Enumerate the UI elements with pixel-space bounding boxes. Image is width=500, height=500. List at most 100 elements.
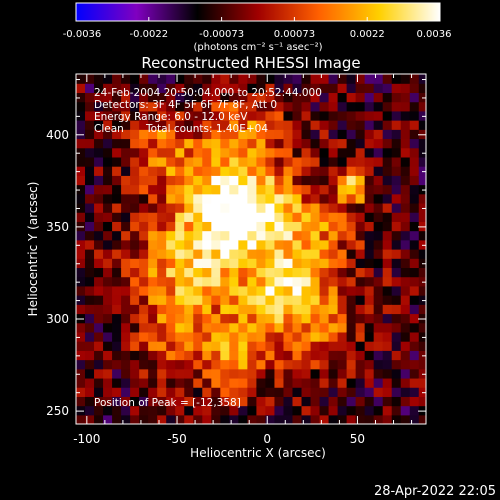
heatmap-cell bbox=[418, 202, 426, 213]
heatmap-cell bbox=[364, 202, 375, 213]
heatmap-cell bbox=[202, 212, 212, 222]
heatmap-cell bbox=[391, 202, 402, 213]
heatmap-cell bbox=[256, 377, 267, 388]
heatmap-cell bbox=[274, 341, 285, 351]
heatmap-cell bbox=[121, 221, 131, 232]
heatmap-cell bbox=[301, 276, 312, 287]
heatmap-cell bbox=[85, 387, 95, 397]
heatmap-cell bbox=[382, 295, 393, 305]
heatmap-cell bbox=[247, 267, 258, 278]
heatmap-cell bbox=[265, 230, 276, 241]
heatmap-cell bbox=[265, 239, 276, 250]
heatmap-cell bbox=[184, 285, 194, 296]
heatmap-cell bbox=[400, 377, 411, 388]
heatmap-cell bbox=[103, 313, 113, 324]
heatmap-cell bbox=[211, 359, 221, 370]
heatmap-cell bbox=[148, 295, 158, 305]
heatmap-cell bbox=[229, 156, 239, 167]
heatmap-cell bbox=[148, 276, 158, 287]
heatmap-cell bbox=[166, 249, 176, 259]
heatmap-cell bbox=[175, 322, 185, 333]
heatmap-cell bbox=[364, 166, 375, 176]
heatmap-cell bbox=[130, 92, 140, 103]
heatmap-cell bbox=[220, 193, 230, 204]
heatmap-cell bbox=[346, 230, 357, 241]
heatmap-cell bbox=[184, 405, 194, 416]
heatmap-cell bbox=[76, 249, 86, 259]
heatmap-cell bbox=[103, 230, 113, 241]
heatmap-cell bbox=[121, 101, 131, 112]
heatmap-cell bbox=[220, 101, 230, 112]
heatmap-cell bbox=[94, 377, 104, 388]
heatmap-cell bbox=[418, 92, 426, 103]
heatmap-cell bbox=[301, 322, 312, 333]
heatmap-cell bbox=[175, 175, 185, 186]
heatmap-cell bbox=[184, 331, 194, 342]
heatmap-cell bbox=[85, 414, 95, 424]
heatmap-cell bbox=[130, 202, 140, 213]
heatmap-cell bbox=[211, 74, 221, 84]
heatmap-cell bbox=[319, 147, 330, 158]
heatmap-cell bbox=[283, 313, 294, 324]
heatmap-cell bbox=[157, 83, 167, 94]
heatmap-cell bbox=[337, 120, 348, 130]
heatmap-cell bbox=[346, 156, 357, 167]
heatmap-cell bbox=[103, 359, 113, 370]
heatmap-cell bbox=[202, 110, 212, 121]
heatmap-cell bbox=[247, 295, 258, 305]
heatmap-cell bbox=[310, 101, 321, 112]
heatmap-cell bbox=[418, 175, 426, 186]
heatmap-cell bbox=[265, 313, 276, 324]
heatmap-cell bbox=[355, 285, 366, 296]
heatmap-cell bbox=[346, 304, 357, 315]
heatmap-cell bbox=[76, 138, 86, 149]
heatmap-cell bbox=[112, 230, 122, 241]
heatmap-cell bbox=[193, 120, 203, 130]
heatmap-cell bbox=[283, 175, 294, 186]
heatmap-cell bbox=[202, 258, 212, 269]
heatmap-cell bbox=[229, 138, 239, 149]
heatmap-cell bbox=[319, 313, 330, 324]
heatmap-cell bbox=[247, 239, 258, 250]
heatmap-cell bbox=[301, 202, 312, 213]
heatmap-cell bbox=[166, 74, 176, 84]
heatmap-cell bbox=[148, 249, 158, 259]
heatmap-cell bbox=[112, 405, 122, 416]
annotation-time-range: 24-Feb-2004 20:50:04.000 to 20:52:44.000 bbox=[94, 87, 322, 99]
heatmap-cell bbox=[121, 239, 131, 250]
heatmap-cell bbox=[418, 83, 426, 94]
heatmap-cell bbox=[355, 110, 366, 121]
heatmap-cell bbox=[148, 92, 158, 103]
heatmap-cell bbox=[373, 267, 384, 278]
heatmap-cell bbox=[184, 368, 194, 379]
heatmap-cell bbox=[301, 414, 312, 424]
heatmap-cell bbox=[337, 322, 348, 333]
heatmap-cell bbox=[256, 74, 267, 84]
heatmap-cell bbox=[301, 377, 312, 388]
heatmap-cell bbox=[301, 74, 312, 84]
heatmap-cell bbox=[202, 166, 212, 176]
heatmap-cell bbox=[355, 249, 366, 259]
heatmap-cell bbox=[94, 396, 104, 407]
x-tick-label: 0 bbox=[263, 432, 271, 446]
heatmap-cell bbox=[400, 74, 411, 84]
heatmap-cell bbox=[112, 368, 122, 379]
heatmap-cell bbox=[382, 101, 393, 112]
heatmap-cell bbox=[211, 258, 221, 269]
heatmap-cell bbox=[400, 92, 411, 103]
heatmap-cell bbox=[130, 147, 140, 158]
heatmap-cell bbox=[391, 285, 402, 296]
heatmap-cell bbox=[193, 202, 203, 213]
heatmap-cell bbox=[184, 249, 194, 259]
heatmap-cell bbox=[85, 230, 95, 241]
colorbar-tick-label: -0.0036 bbox=[63, 29, 102, 40]
heatmap-cell bbox=[202, 156, 212, 167]
heatmap-cell bbox=[130, 285, 140, 296]
heatmap-cell bbox=[373, 368, 384, 379]
heatmap-cell bbox=[130, 341, 140, 351]
heatmap-cell bbox=[220, 184, 230, 195]
heatmap-cell bbox=[238, 175, 248, 186]
heatmap-cell bbox=[409, 202, 420, 213]
heatmap-cell bbox=[409, 175, 420, 186]
heatmap-cell bbox=[382, 129, 393, 140]
